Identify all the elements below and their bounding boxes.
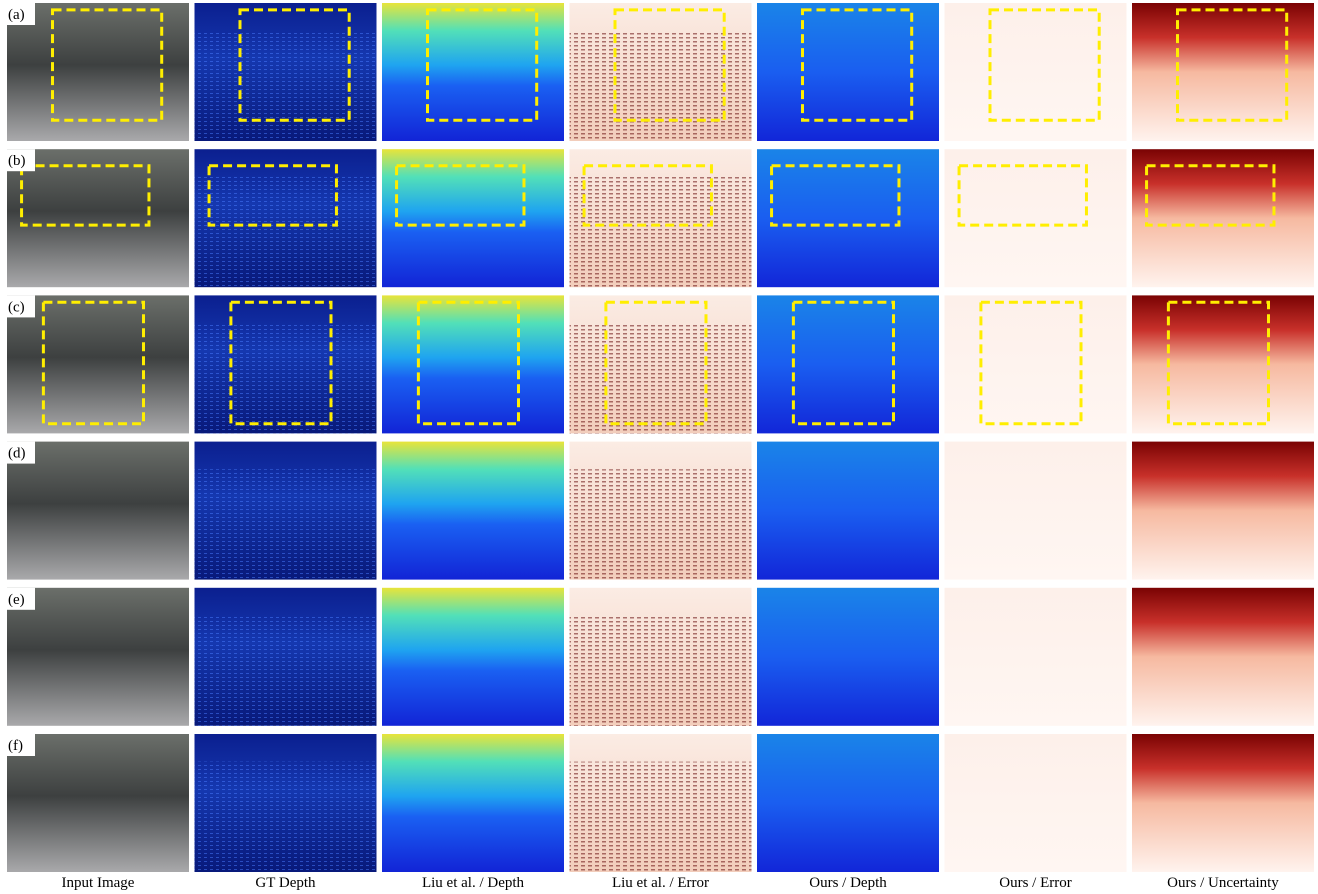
- image-texture: [195, 615, 377, 725]
- image-texture: [195, 323, 377, 433]
- image-texture: [570, 469, 752, 579]
- row-label: (b): [8, 153, 26, 169]
- image-panel: [945, 295, 1127, 433]
- image-panel: [757, 442, 939, 580]
- row-label: (a): [8, 7, 25, 23]
- image-panel: [382, 295, 564, 433]
- column-label: Liu et al. / Depth: [422, 875, 525, 891]
- row-label: (c): [8, 299, 25, 315]
- image-panel: [757, 734, 939, 872]
- column-label: GT Depth: [255, 875, 316, 891]
- image-texture: [570, 323, 752, 433]
- image-texture: [570, 615, 752, 725]
- row-label: (d): [8, 446, 26, 462]
- image-texture: [195, 469, 377, 579]
- image-panel: [1132, 442, 1314, 580]
- figure: (a) (b) (c) (d) (e) (f) Input Image GT Depth Liu…: [0, 0, 1318, 894]
- image-texture: [570, 762, 752, 872]
- image-panel: [757, 588, 939, 726]
- image-panel: [1132, 734, 1314, 872]
- image-texture: [195, 177, 377, 287]
- image-panel: [1132, 295, 1314, 433]
- image-panel: [382, 442, 564, 580]
- image-panel: [382, 588, 564, 726]
- image-panel: [1132, 149, 1314, 287]
- column-label: Liu et al. / Error: [612, 875, 709, 891]
- image-panel: [945, 588, 1127, 726]
- row-label: (f): [8, 738, 23, 754]
- row-label: (e): [8, 592, 25, 608]
- image-panel: [1132, 588, 1314, 726]
- image-panel: [382, 149, 564, 287]
- column-label: Input Image: [62, 875, 135, 891]
- column-label: Ours / Uncertainty: [1167, 875, 1279, 891]
- image-panel: [757, 295, 939, 433]
- column-label: Ours / Error: [999, 875, 1071, 891]
- image-panel: [945, 734, 1127, 872]
- column-label: Ours / Depth: [809, 875, 887, 891]
- image-panel: [382, 734, 564, 872]
- image-panel: [757, 149, 939, 287]
- image-panel: [945, 442, 1127, 580]
- image-texture: [570, 177, 752, 287]
- image-panel: [945, 149, 1127, 287]
- image-texture: [195, 762, 377, 872]
